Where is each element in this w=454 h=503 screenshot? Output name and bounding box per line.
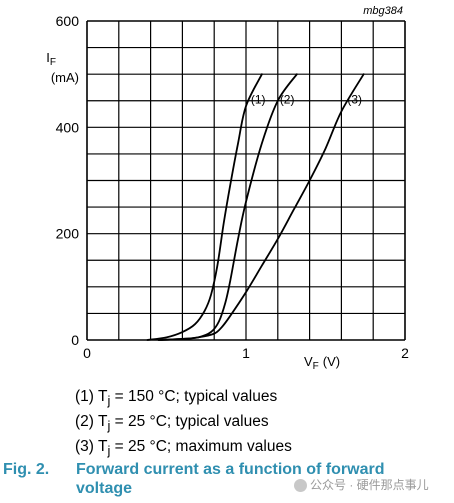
chart-curves xyxy=(146,73,365,341)
legend-item-2: (2) Tj = 25 °C; typical values xyxy=(75,413,269,434)
x-axis-label: VF (V) xyxy=(304,354,340,372)
wechat-icon xyxy=(294,479,307,493)
legend-item-1: (1) Tj = 150 °C; typical values xyxy=(75,388,278,409)
x-tick-label: 0 xyxy=(83,345,91,361)
chart-legend: (1) Tj = 150 °C; typical values (2) Tj =… xyxy=(75,386,292,461)
watermark: 公众号 · 硬件那点事儿 xyxy=(294,476,429,493)
y-tick-label: 400 xyxy=(56,119,80,135)
figure-title: Forward current as a function of forward… xyxy=(76,461,385,497)
chart-grid xyxy=(86,20,406,341)
y-tick-label: 200 xyxy=(56,226,80,242)
y-axis-label-unit: (mA) xyxy=(51,70,79,85)
curve-label-1: (1) xyxy=(251,92,266,106)
figure-code-label: mbg384 xyxy=(363,5,403,17)
x-tick-label: 2 xyxy=(401,345,409,361)
curve-label-2: (2) xyxy=(280,92,295,106)
figure-number: Fig. 2. xyxy=(3,461,50,478)
curve-label-3: (3) xyxy=(347,92,362,106)
chart-curve-labels: (1) (2) (3) xyxy=(251,92,362,106)
legend-item-3: (3) Tj = 25 °C; maximum values xyxy=(75,438,292,459)
y-axis-label-symbol: IF xyxy=(46,50,56,68)
y-tick-label: 0 xyxy=(71,332,79,348)
curve-1 xyxy=(146,73,263,341)
curve-3 xyxy=(157,73,365,341)
x-tick-label: 1 xyxy=(242,345,250,361)
forward-current-chart: 0 1 2 0 200 400 600 (1) (2) (3) mbg384 IF (mA) V… xyxy=(46,5,409,372)
chart-tick-labels: 0 1 2 0 200 400 600 xyxy=(56,13,409,361)
y-tick-label: 600 xyxy=(56,13,80,29)
